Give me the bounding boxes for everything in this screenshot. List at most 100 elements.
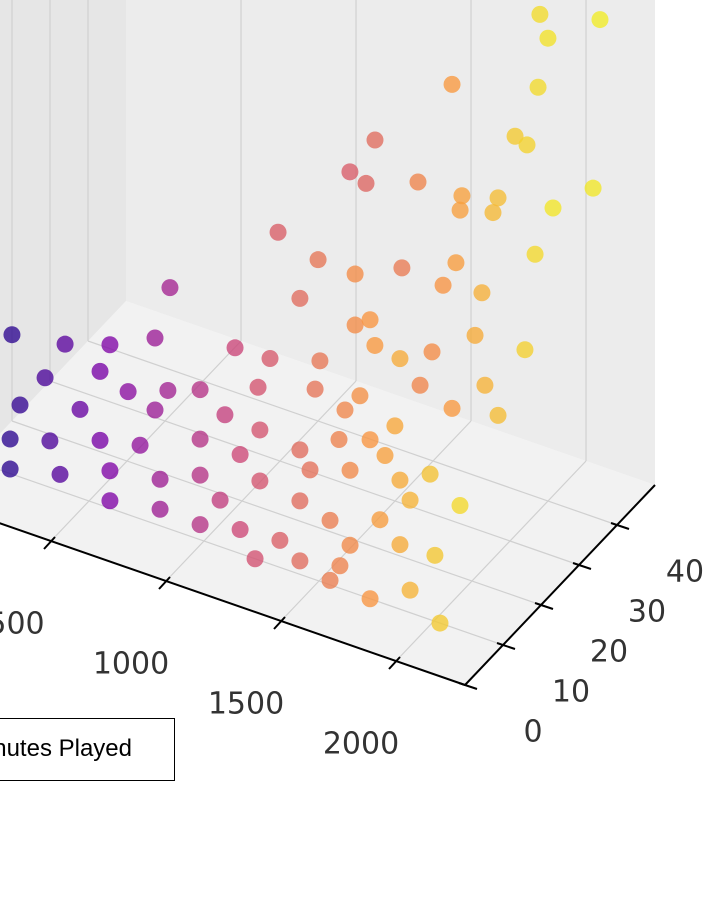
- point: [321, 511, 339, 529]
- y-tick: [534, 602, 554, 610]
- grid-line: [0, 469, 504, 646]
- point: [91, 362, 109, 380]
- point: [423, 343, 441, 361]
- point: [211, 491, 229, 509]
- point: [246, 550, 264, 568]
- point: [531, 5, 549, 23]
- point: [101, 462, 119, 480]
- point: [484, 204, 502, 222]
- point: [421, 465, 439, 483]
- point: [101, 492, 119, 510]
- point: [331, 557, 349, 575]
- y-axis-line: [464, 484, 656, 686]
- point: [357, 174, 375, 192]
- point: [151, 500, 169, 518]
- point: [361, 590, 379, 608]
- point: [191, 466, 209, 484]
- point: [409, 173, 427, 191]
- y-tick: [572, 562, 592, 570]
- point: [11, 396, 29, 414]
- point: [443, 399, 461, 417]
- point: [411, 376, 429, 394]
- point: [191, 430, 209, 448]
- point: [321, 571, 339, 589]
- point: [584, 179, 602, 197]
- point: [1, 430, 19, 448]
- point: [341, 536, 359, 554]
- side-pane: [0, 0, 126, 434]
- point: [249, 378, 267, 396]
- point: [376, 446, 394, 464]
- x-tick: [158, 576, 171, 590]
- point: [1, 460, 19, 478]
- point: [311, 352, 329, 370]
- point: [443, 75, 461, 93]
- point: [473, 284, 491, 302]
- point: [226, 339, 244, 357]
- point: [544, 199, 562, 217]
- point: [506, 127, 524, 145]
- point: [434, 276, 452, 294]
- point: [451, 201, 469, 219]
- point: [146, 401, 164, 419]
- point: [466, 326, 484, 344]
- point: [391, 536, 409, 554]
- x-tick-label: 1000: [93, 647, 169, 682]
- x-tick-label: 500: [0, 607, 45, 642]
- point: [391, 350, 409, 368]
- point: [391, 471, 409, 489]
- point: [346, 265, 364, 283]
- point: [453, 187, 471, 205]
- point: [231, 521, 249, 539]
- y-tick-label: 20: [590, 635, 628, 670]
- y-tick: [610, 522, 630, 530]
- point: [291, 289, 309, 307]
- point: [401, 491, 419, 509]
- point: [346, 316, 364, 334]
- point: [426, 546, 444, 564]
- point: [251, 472, 269, 490]
- point: [291, 492, 309, 510]
- point: [529, 78, 547, 96]
- x-tick: [43, 536, 56, 550]
- x-tick-label: 1500: [208, 687, 284, 722]
- point: [518, 136, 536, 154]
- point: [366, 131, 384, 149]
- point: [351, 387, 369, 405]
- point: [291, 441, 309, 459]
- point: [271, 531, 289, 549]
- point: [489, 406, 507, 424]
- point: [526, 245, 544, 263]
- point: [71, 400, 89, 418]
- point: [41, 432, 59, 450]
- point: [447, 254, 465, 272]
- point: [476, 376, 494, 394]
- point: [159, 381, 177, 399]
- y-tick: [496, 642, 516, 650]
- point: [330, 430, 348, 448]
- y-tick-label: 30: [628, 595, 666, 630]
- y-tick-label: 0: [523, 715, 542, 750]
- point: [56, 335, 74, 353]
- point: [216, 406, 234, 424]
- point: [151, 470, 169, 488]
- point: [306, 380, 324, 398]
- x-axis-label: Minutes Played: [0, 718, 175, 781]
- point: [371, 511, 389, 529]
- x-tick-label: 2000: [323, 727, 399, 762]
- point: [231, 446, 249, 464]
- point: [309, 251, 327, 269]
- y-tick: [458, 682, 478, 690]
- point: [119, 383, 137, 401]
- point: [131, 436, 149, 454]
- point: [261, 349, 279, 367]
- back-pane: [126, 0, 655, 485]
- point: [101, 336, 119, 354]
- point: [451, 497, 469, 515]
- point: [489, 189, 507, 207]
- point: [431, 614, 449, 632]
- grid-line: [87, 340, 618, 526]
- y-tick-label: 10: [552, 675, 590, 710]
- point: [291, 552, 309, 570]
